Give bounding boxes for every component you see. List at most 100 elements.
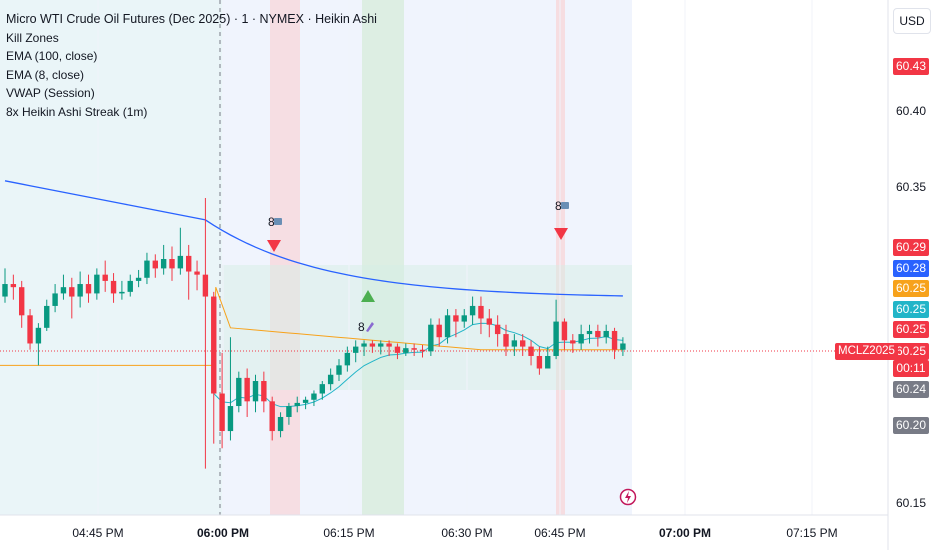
candle-body bbox=[277, 416, 284, 432]
candle-body bbox=[110, 280, 117, 294]
whale-icon bbox=[274, 218, 282, 225]
candle-body bbox=[478, 305, 484, 319]
kill-zone-red-1 bbox=[270, 0, 300, 515]
candle-body bbox=[344, 352, 351, 366]
legend-indicator-ema-100[interactable]: EMA (100, close) bbox=[6, 49, 98, 63]
candle-body bbox=[394, 346, 401, 353]
candle-body bbox=[94, 274, 100, 294]
candle-body bbox=[586, 330, 593, 335]
candle-body bbox=[461, 315, 467, 322]
candle-body bbox=[419, 349, 426, 352]
legend-title[interactable]: Micro WTI Crude Oil Futures (Dec 2025) ·… bbox=[6, 12, 377, 26]
candle-body bbox=[411, 348, 417, 350]
sell-signal-arrow bbox=[267, 240, 281, 252]
price-badge-signal: 60.29 bbox=[893, 239, 929, 256]
price-badge-vwap: 60.25 bbox=[893, 280, 929, 297]
candle-body bbox=[244, 377, 250, 402]
candle-body bbox=[286, 406, 292, 417]
ema100-line bbox=[4, 180, 623, 297]
candle-body bbox=[261, 381, 267, 402]
candle-body bbox=[361, 343, 367, 347]
candle-body bbox=[302, 399, 309, 403]
candle-body bbox=[578, 334, 584, 344]
candle-body bbox=[186, 255, 192, 272]
candle-body bbox=[10, 284, 17, 288]
price-badge-ha: 60.25 bbox=[893, 321, 929, 338]
heikin-ashi-candles bbox=[2, 198, 626, 469]
candle-body bbox=[386, 343, 392, 347]
candle-body bbox=[403, 348, 409, 353]
candle-body bbox=[453, 315, 459, 322]
candle-body bbox=[60, 287, 67, 294]
sell-signal-label: 8 bbox=[555, 199, 562, 213]
price-badge-ema8: 60.25 bbox=[893, 301, 929, 318]
candle-body bbox=[353, 346, 359, 353]
candle-body bbox=[152, 260, 158, 269]
candle-body bbox=[378, 343, 384, 347]
candle-body bbox=[294, 402, 300, 407]
candle-body bbox=[469, 305, 476, 316]
buy-signal-arrow bbox=[361, 290, 375, 302]
candle-body bbox=[528, 346, 534, 356]
price-tick: 60.35 bbox=[895, 180, 927, 194]
candle-body bbox=[211, 296, 217, 394]
kill-zone-green bbox=[362, 0, 404, 515]
candle-body bbox=[144, 260, 150, 278]
candle-body bbox=[127, 280, 133, 292]
chart-grid bbox=[0, 0, 889, 550]
candle-body bbox=[269, 401, 275, 432]
time-tick: 07:00 PM bbox=[658, 526, 712, 540]
lightning-bolt bbox=[625, 491, 631, 503]
candle-body bbox=[69, 287, 75, 297]
candle-body bbox=[135, 277, 142, 281]
candle-body bbox=[311, 393, 317, 400]
candle-body bbox=[561, 321, 568, 341]
currency-button[interactable]: USD bbox=[893, 8, 931, 34]
candle-body bbox=[160, 259, 167, 269]
candle-body bbox=[553, 321, 559, 356]
candle-body bbox=[19, 287, 25, 316]
kill-zone-range bbox=[222, 265, 632, 390]
candle-body bbox=[369, 343, 376, 347]
price-badge-ema100: 60.28 bbox=[893, 260, 929, 277]
time-tick: 06:15 PM bbox=[323, 526, 375, 540]
countdown-badge: 00:11 bbox=[893, 360, 929, 377]
time-tick: 04:45 PM bbox=[72, 526, 124, 540]
candle-body bbox=[169, 259, 175, 269]
candle-body bbox=[620, 343, 626, 350]
candle-body bbox=[611, 330, 618, 350]
candle-body bbox=[436, 324, 442, 338]
candle-body bbox=[202, 274, 209, 297]
candle-body bbox=[35, 327, 42, 344]
candle-body bbox=[252, 381, 259, 402]
candle-body bbox=[570, 340, 576, 344]
candle-body bbox=[520, 340, 526, 347]
candle-body bbox=[2, 284, 8, 297]
candle-body bbox=[319, 384, 325, 394]
price-badge-marker: 60.20 bbox=[893, 417, 929, 434]
price-badge-high: 60.43 bbox=[893, 58, 929, 75]
candle-body bbox=[227, 406, 234, 432]
time-tick: 06:45 PM bbox=[534, 526, 586, 540]
candle-body bbox=[494, 324, 501, 335]
legend-indicator-kill-zones[interactable]: Kill Zones bbox=[6, 30, 59, 45]
legend-indicator-ha-streak[interactable]: 8x Heikin Ashi Streak (1m) bbox=[6, 104, 148, 119]
whale-icon bbox=[561, 202, 569, 209]
rocket-icon bbox=[366, 322, 374, 332]
candle-body bbox=[603, 330, 609, 338]
price-tick: 60.15 bbox=[895, 496, 927, 510]
time-tick: 06:00 PM bbox=[196, 526, 250, 540]
candle-body bbox=[595, 330, 601, 338]
candle-body bbox=[177, 255, 184, 269]
streak-signals: 8 8 8 bbox=[267, 199, 569, 334]
price-badge-last: 60.25 bbox=[893, 343, 929, 360]
candle-body bbox=[77, 284, 83, 297]
legend-indicator-ema-8[interactable]: EMA (8, close) bbox=[6, 67, 85, 82]
candle-body bbox=[27, 315, 33, 344]
price-badge-low: 60.24 bbox=[893, 381, 929, 398]
candle-body bbox=[194, 271, 200, 275]
legend-indicator-vwap[interactable]: VWAP (Session) bbox=[6, 86, 95, 100]
sell-signal-label: 8 bbox=[268, 215, 275, 229]
candle-body bbox=[85, 284, 92, 294]
